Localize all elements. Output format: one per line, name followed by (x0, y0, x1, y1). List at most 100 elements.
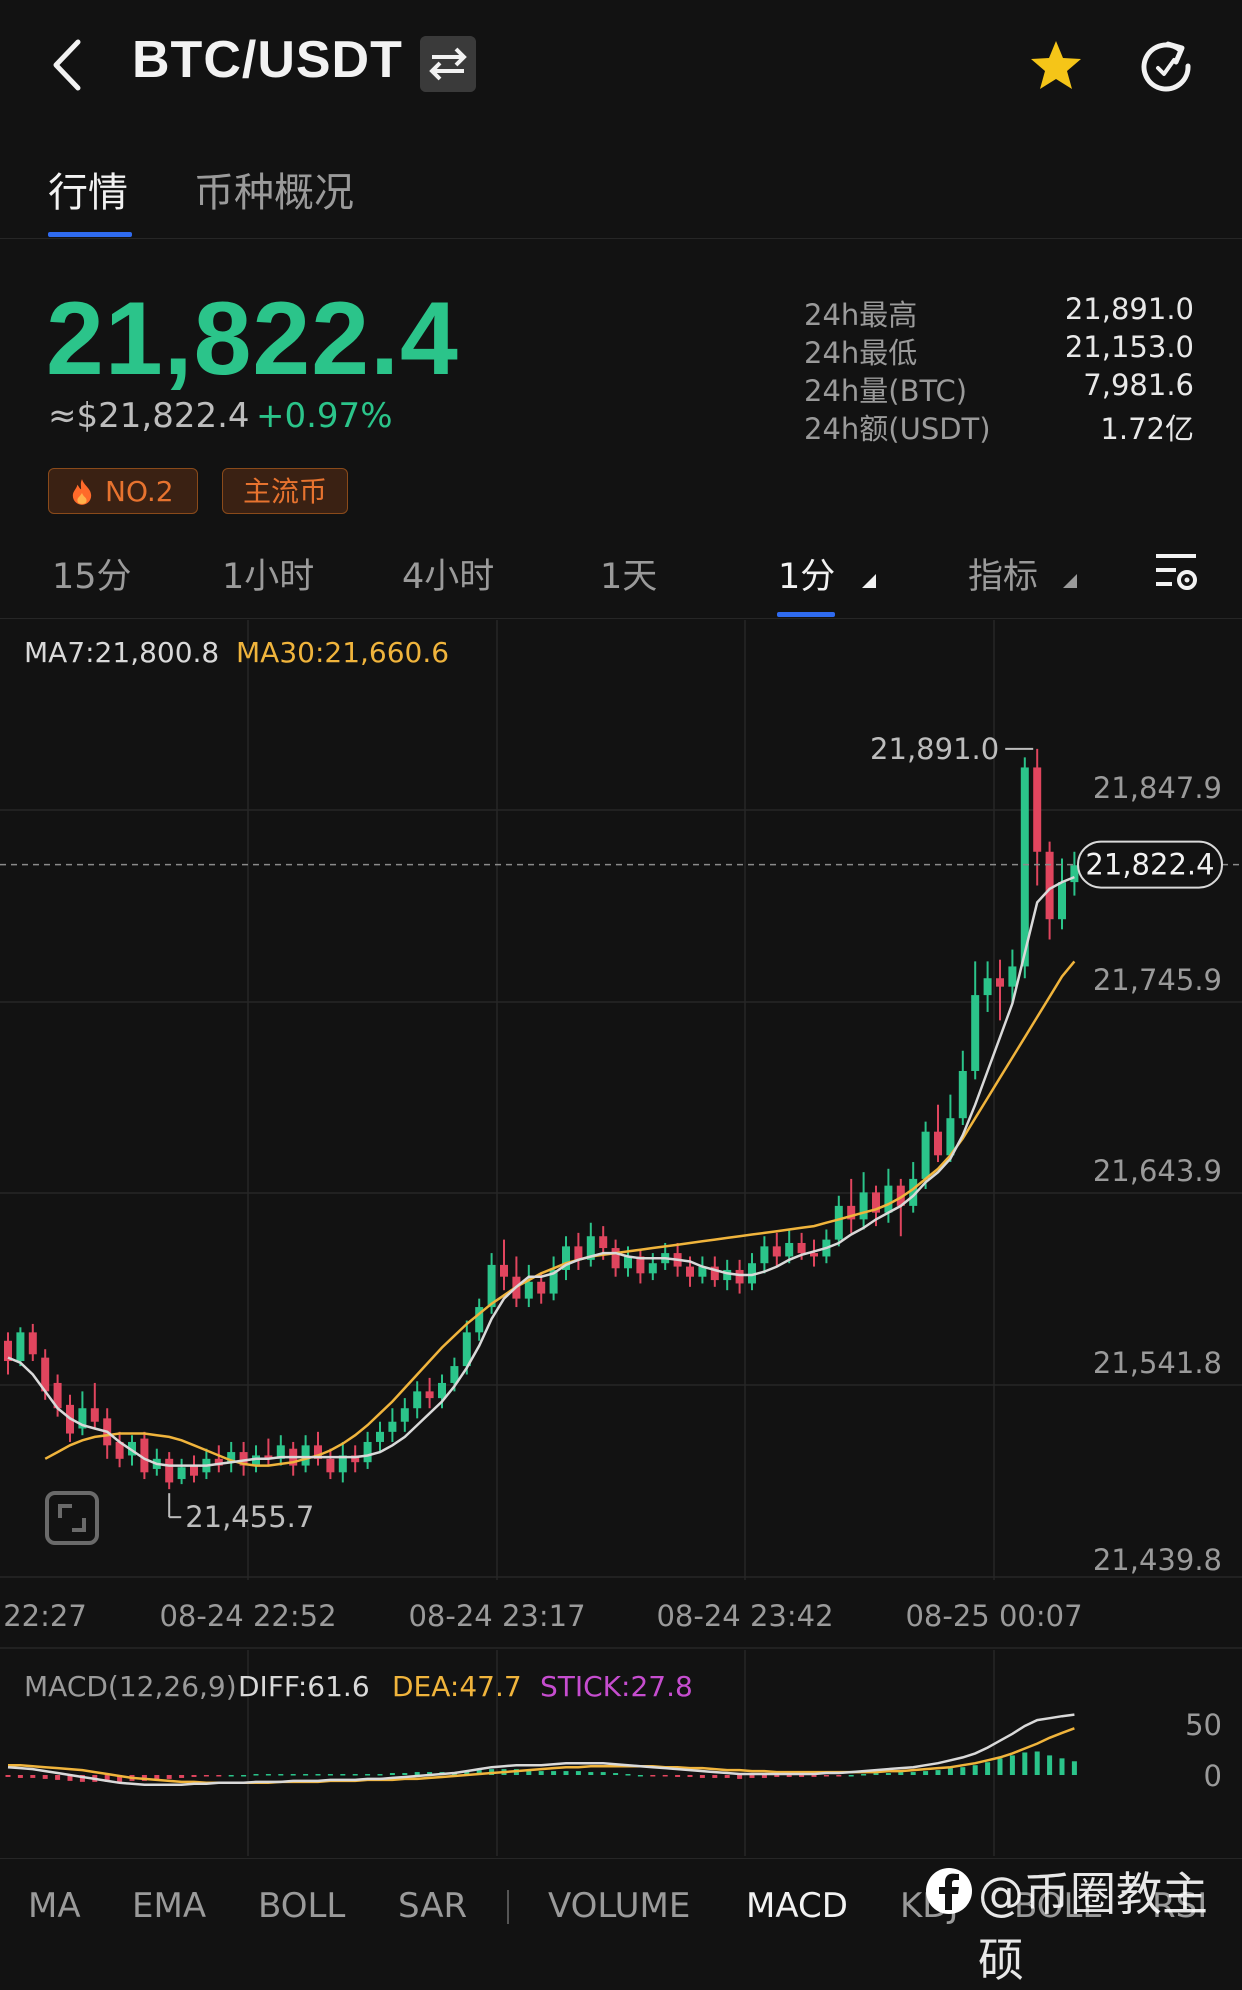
macd-stick-bar (67, 1775, 73, 1781)
y-tick-label: 21,439.8 (1093, 1543, 1222, 1577)
candle-body (735, 1269, 744, 1284)
stat-volume-label: 24h量(BTC) (804, 374, 968, 408)
max-price-label: 21,891.0 (870, 732, 999, 766)
candle-body (1070, 865, 1079, 883)
candle-body (400, 1408, 409, 1422)
candle-body (723, 1269, 732, 1281)
indicator-volume[interactable]: VOLUME (548, 1886, 691, 1926)
candle-body (698, 1266, 707, 1277)
indicator-macd[interactable]: MACD (746, 1886, 848, 1926)
triangle-down-icon (862, 574, 877, 588)
candle-body (1045, 851, 1054, 920)
watermark-text: @币圈教主硕 (978, 1867, 1208, 1987)
candle-body (177, 1467, 186, 1480)
macd-stick-bar (191, 1775, 197, 1777)
expand-chart-icon[interactable] (44, 1490, 100, 1546)
macd-stick-bar (637, 1775, 643, 1777)
macd-stick-bar (55, 1775, 61, 1780)
candle-body (946, 1118, 955, 1156)
macd-stick-bar (575, 1771, 581, 1775)
category-badge[interactable]: 主流币 (222, 468, 348, 514)
candle-body (574, 1246, 583, 1260)
indicator-ma[interactable]: MA (28, 1886, 81, 1926)
candle-body (165, 1458, 174, 1483)
candle-body (28, 1332, 37, 1355)
candle-body (549, 1269, 558, 1294)
period-1h[interactable]: 1小时 (222, 557, 315, 597)
category-label: 主流币 (242, 475, 327, 508)
period-15m[interactable]: 15分 (52, 557, 132, 597)
macd-stick-bar (563, 1771, 569, 1775)
candle-body (958, 1070, 967, 1119)
y-tick-label: 21,745.9 (1093, 963, 1222, 997)
macd-stick-bar (811, 1775, 817, 1777)
macd-stick-bar (1059, 1758, 1065, 1775)
indicator-boll-2[interactable]: BOLL (1014, 1886, 1102, 1926)
indicator-rsi[interactable]: RSI (1152, 1886, 1208, 1926)
chart-settings-icon[interactable] (1152, 548, 1200, 596)
pair-title[interactable]: BTC/USDT (132, 31, 403, 89)
period-1d[interactable]: 1天 (600, 557, 658, 597)
macd-stick-bar (427, 1772, 433, 1775)
triangle-down-icon (1063, 574, 1078, 588)
candle-body (710, 1266, 719, 1281)
macd-stick-bar (402, 1773, 408, 1775)
last-price-tag (1077, 840, 1223, 889)
candle-body (326, 1458, 335, 1473)
indicator-sar[interactable]: SAR (398, 1886, 468, 1926)
watermark: @币圈教主硕 (978, 1858, 1242, 1990)
tab-coin-overview[interactable]: 币种概况 (194, 170, 354, 216)
indicator-dropdown-label: 指标 (968, 557, 1039, 597)
macd-stick-bar (327, 1774, 333, 1776)
candle-body (909, 1178, 918, 1206)
tab-market[interactable]: 行情 (48, 170, 128, 216)
candle-body (16, 1332, 25, 1362)
candle-body (760, 1246, 769, 1264)
indicator-ema[interactable]: EMA (132, 1886, 207, 1926)
macd-stick-bar (352, 1774, 358, 1776)
candle-body (214, 1458, 223, 1466)
candle-body (264, 1455, 273, 1459)
macd-stick-bar (464, 1771, 470, 1775)
macd-stick-bar (675, 1775, 681, 1777)
macd-stick-bar (923, 1771, 929, 1775)
ma30-legend: MA30:21,660.6 (236, 636, 450, 669)
candle-body (971, 995, 980, 1071)
macd-diff-line (7, 1713, 1075, 1787)
macd-stick-bar (340, 1774, 346, 1776)
macd-stick-bar (551, 1771, 557, 1775)
rank-badge[interactable]: NO.2 (48, 468, 198, 514)
candle-body (624, 1256, 632, 1269)
refresh-icon[interactable] (1136, 36, 1196, 96)
macd-stick-bar (960, 1767, 966, 1775)
indicator-boll[interactable]: BOLL (258, 1886, 346, 1926)
candle-body (376, 1431, 384, 1442)
x-tick-label: 08-24 23:17 (408, 1599, 585, 1633)
candle-body (772, 1246, 781, 1257)
period-1m-label: 1分 (778, 557, 836, 597)
chevron-left-icon[interactable] (40, 30, 100, 100)
candle-body (115, 1441, 124, 1459)
period-active-indicator (777, 612, 835, 617)
candle-body (648, 1263, 657, 1274)
facebook-icon (926, 1868, 972, 1914)
candle-body (500, 1264, 508, 1277)
macd-stick-bar (117, 1775, 123, 1782)
macd-stick-bar (873, 1773, 879, 1775)
macd-stick-bar (799, 1775, 805, 1777)
macd-diff-legend: DIFF:61.6 (238, 1670, 370, 1703)
candle-body (276, 1445, 285, 1459)
last-price: 21,822.4 (46, 281, 459, 397)
indicator-dropdown[interactable]: 指标 (968, 548, 1078, 599)
candle-body (847, 1205, 856, 1220)
macd-stick-bar (1034, 1751, 1040, 1775)
candlestick-chart[interactable]: 21,847.9 21,745.9 21,643.9 21,541.8 21,439.8… (0, 620, 1242, 1860)
swap-arrows-icon[interactable] (420, 36, 476, 92)
period-4h[interactable]: 4小时 (402, 557, 495, 597)
period-1m[interactable]: 1分 (778, 548, 877, 599)
stat-amount-value: 1.72亿 (1100, 412, 1194, 446)
stat-high-label: 24h最高 (804, 298, 918, 332)
x-tick-label: 08-24 22:52 (159, 1599, 336, 1633)
star-icon[interactable] (1028, 38, 1084, 94)
divider (0, 238, 1242, 239)
